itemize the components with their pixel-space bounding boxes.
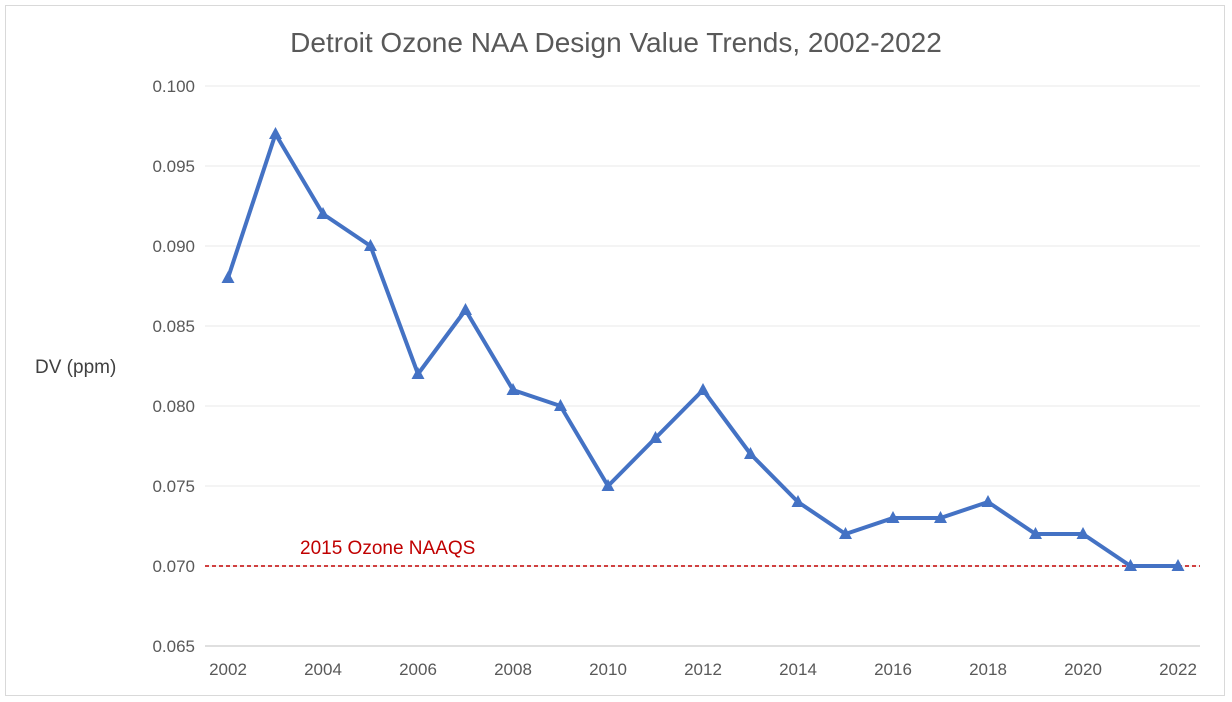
data-point-2002 (221, 271, 235, 283)
y-tick-label: 0.080 (152, 397, 195, 416)
x-tick-label: 2012 (684, 660, 722, 679)
data-point-2004 (316, 207, 330, 219)
y-tick-label: 0.065 (152, 637, 195, 656)
x-tick-label: 2002 (209, 660, 247, 679)
series-line (226, 132, 1178, 568)
data-point-2003 (269, 127, 282, 139)
x-tick-label: 2016 (874, 660, 912, 679)
x-tick-label: 2010 (589, 660, 627, 679)
data-point-2019 (1029, 527, 1042, 539)
x-tick-label: 2022 (1159, 660, 1197, 679)
y-tick-label: 0.100 (152, 77, 195, 96)
y-tick-label: 0.090 (152, 237, 195, 256)
data-point-2008 (506, 383, 520, 395)
y-axis-label: DV (ppm) (35, 357, 116, 378)
data-point-2021 (1124, 559, 1137, 571)
x-tick-label: 2008 (494, 660, 532, 679)
y-tick-label: 0.095 (152, 157, 195, 176)
x-tick-label: 2018 (969, 660, 1007, 679)
data-point-2015 (839, 527, 852, 539)
y-tick-label: 0.075 (152, 477, 195, 496)
x-tick-label: 2014 (779, 660, 817, 679)
data-point-2011 (649, 431, 662, 443)
data-point-2006 (411, 367, 425, 379)
data-point-2017 (934, 511, 947, 523)
x-tick-label: 2020 (1064, 660, 1102, 679)
data-point-2007 (459, 303, 472, 315)
data-point-2005 (364, 239, 377, 251)
data-point-2020 (1076, 527, 1090, 539)
y-tick-label: 0.070 (152, 557, 195, 576)
chart-frame (5, 5, 1225, 696)
data-point-2022 (1171, 559, 1185, 571)
chart-title: Detroit Ozone NAA Design Value Trends, 2… (290, 27, 942, 58)
data-point-2009 (554, 399, 567, 411)
x-tick-label: 2004 (304, 660, 342, 679)
y-tick-label: 0.085 (152, 317, 195, 336)
data-point-2012 (696, 383, 710, 395)
data-point-2013 (744, 447, 757, 459)
data-point-2018 (981, 495, 995, 507)
data-point-2010 (601, 479, 615, 491)
naaqs-reference-label: 2015 Ozone NAAQS (300, 538, 475, 559)
x-tick-label: 2006 (399, 660, 437, 679)
data-point-2016 (886, 511, 900, 523)
data-point-2014 (791, 495, 805, 507)
